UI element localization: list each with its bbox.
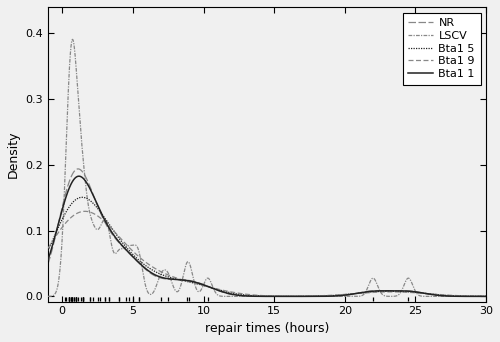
LSCV [210,285,216,289]
LSCV [230,294,236,299]
NR [210,286,216,290]
NR [230,293,236,297]
NR [438,294,444,298]
Bta1 5 [497,294,500,299]
Bta1 1 [488,294,494,299]
Bta1 1 [497,294,500,299]
Line: NR: NR [34,169,500,297]
Bta1 5 [79,195,85,199]
Bta1 5 [488,294,494,299]
NR [75,167,81,171]
NR [488,294,494,299]
LSCV [112,251,118,255]
NR [497,294,500,299]
Bta1 9 [82,209,88,213]
Bta1 9 [497,294,500,299]
Bta1 9 [210,286,216,290]
Bta1 5 [210,286,216,290]
Line: Bta1 5: Bta1 5 [34,197,500,297]
Bta1 9 [488,294,494,298]
NR [84,178,90,182]
Bta1 1 [84,182,90,186]
Line: Bta1 1: Bta1 1 [34,176,500,297]
Line: LSCV: LSCV [34,39,500,297]
X-axis label: repair times (hours): repair times (hours) [205,322,330,335]
Bta1 1 [31,286,37,290]
Bta1 1 [230,292,236,297]
Bta1 9 [112,230,118,234]
Bta1 9 [438,293,444,297]
NR [112,236,118,240]
NR [31,288,37,292]
Bta1 9 [31,266,37,271]
Y-axis label: Density: Density [7,131,20,178]
Bta1 5 [84,197,90,201]
LSCV [488,294,494,299]
Bta1 5 [31,274,37,278]
Legend: NR, LSCV, Bta1 5, Bta1 9, Bta1 1: NR, LSCV, Bta1 5, Bta1 9, Bta1 1 [403,13,480,85]
LSCV [84,196,90,200]
LSCV [70,37,75,41]
LSCV [438,294,444,299]
Line: Bta1 9: Bta1 9 [34,211,500,297]
LSCV [31,294,37,299]
Bta1 9 [84,209,90,213]
Bta1 5 [230,291,236,295]
Bta1 9 [230,290,236,294]
Bta1 1 [438,293,444,298]
Bta1 5 [438,293,444,297]
Bta1 1 [210,286,216,290]
LSCV [497,294,500,299]
Bta1 5 [112,231,118,235]
Bta1 1 [76,174,82,178]
Bta1 1 [112,235,118,239]
